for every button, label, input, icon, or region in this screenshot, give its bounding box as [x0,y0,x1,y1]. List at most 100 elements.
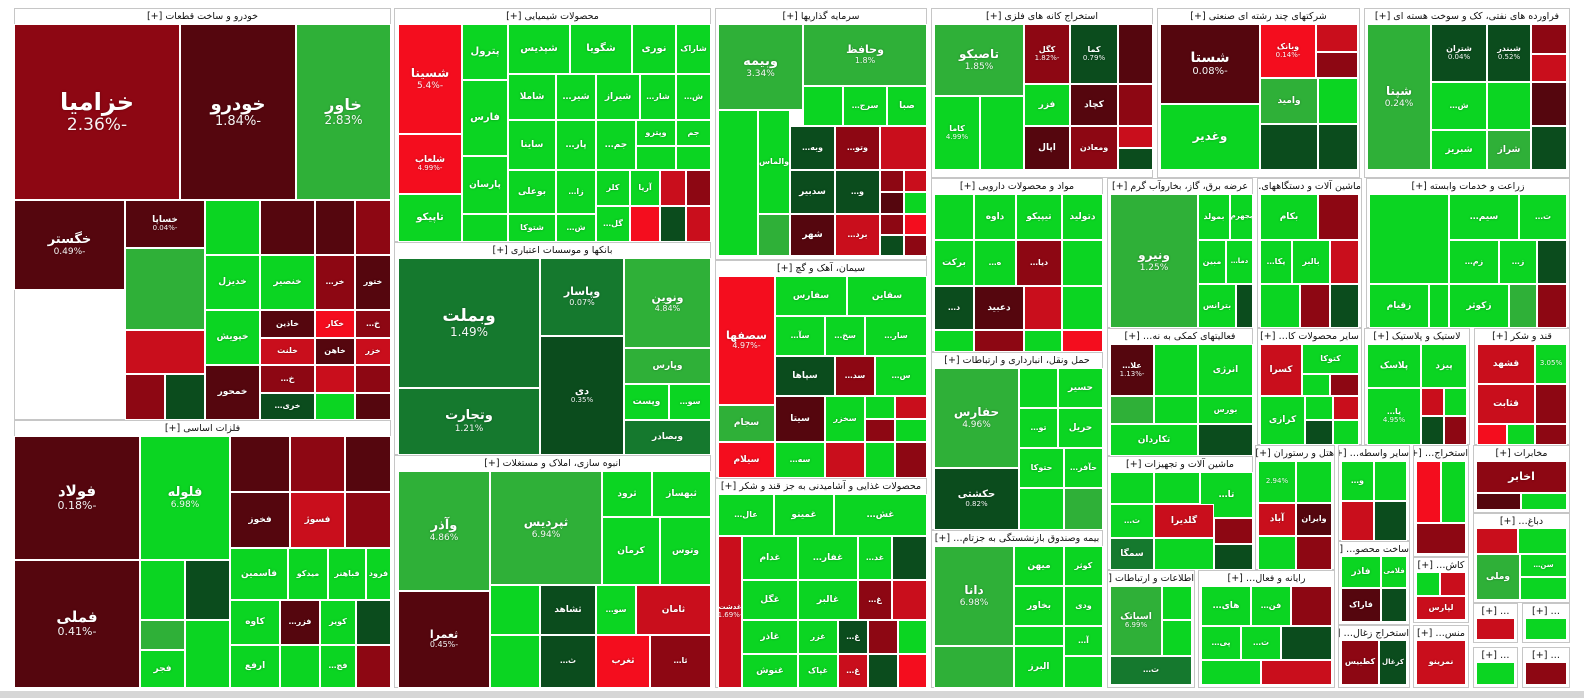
treemap-tile[interactable]: کگل -1.82% [1024,24,1070,84]
treemap-tile[interactable]: زکوثر [1449,284,1509,328]
treemap-tile-small[interactable] [1261,660,1332,685]
treemap-tile[interactable]: دتولید [1062,194,1103,240]
treemap-tile[interactable]: غد… [858,536,892,580]
treemap-tile[interactable]: صبا [887,86,927,126]
treemap-tile-small[interactable] [880,170,904,192]
treemap-tile-small[interactable] [898,620,927,654]
treemap-tile-small[interactable] [205,200,260,255]
treemap-tile-small[interactable] [1064,656,1103,688]
treemap-tile[interactable]: تاپیکو [398,194,462,242]
treemap-tile[interactable]: اپال [1024,126,1070,170]
treemap-tile[interactable]: بخاور [1014,586,1064,626]
treemap-tile[interactable]: غمینو [774,494,834,536]
treemap-tile[interactable]: بورس [1198,396,1253,424]
treemap-tile[interactable]: گلدیرا [1154,504,1214,538]
treemap-tile-small[interactable] [1381,588,1407,622]
sector-header[interactable]: … [+] [1523,604,1569,620]
treemap-tile[interactable]: تیپیکو [1016,194,1062,240]
treemap-tile[interactable]: ثا… [650,635,711,688]
treemap-tile[interactable]: شراز [1487,130,1531,170]
sector-header[interactable]: سیمان، آهک و گچ [+] [716,261,926,277]
treemap-tile-small[interactable] [1305,420,1333,445]
treemap-tile-small[interactable] [1260,284,1300,328]
treemap-tile-small[interactable] [718,110,758,256]
treemap-tile-small[interactable] [1296,461,1332,503]
treemap-tile-small[interactable] [904,192,927,214]
treemap-tile[interactable]: ثبهساز [652,471,711,517]
treemap-tile[interactable]: ثغرب [596,635,650,688]
sector-header[interactable]: کاش… [+] [1414,558,1468,574]
sector-header[interactable]: … [+] [1474,648,1517,664]
treemap-tile[interactable]: ثامان [636,585,711,635]
treemap-tile[interactable]: سه… [775,442,825,478]
treemap-tile[interactable]: شیراز [596,74,640,120]
treemap-tile[interactable]: ش… [676,74,711,120]
treemap-tile-small[interactable] [686,206,711,242]
treemap-tile-small[interactable] [868,654,898,688]
treemap-tile[interactable]: نوری [632,24,676,74]
sector-header[interactable]: دباغ… [+] [1474,514,1569,530]
treemap-tile[interactable]: سصفها -4.97% [718,276,775,405]
treemap-tile[interactable]: برکت [934,240,974,286]
treemap-tile[interactable]: شگویا [570,24,632,74]
treemap-tile[interactable]: کزغال [1379,640,1407,685]
treemap-tile-small[interactable] [1316,24,1358,52]
treemap-tile[interactable]: ز… [1499,240,1537,284]
sector-header[interactable]: مواد و محصولات دارویی [+] [932,179,1102,195]
treemap-tile[interactable]: شپدیس [508,24,570,74]
treemap-tile-small[interactable] [1476,528,1518,554]
treemap-tile-small[interactable] [355,200,391,255]
treemap-tile[interactable]: حفارس 4.96% [934,368,1019,468]
treemap-tile[interactable]: خ… [355,310,391,338]
treemap-tile-small[interactable] [1374,461,1407,501]
treemap-tile[interactable]: میدکو [288,548,328,600]
horizontal-scrollbar[interactable] [0,691,1584,698]
treemap-tile[interactable]: آ… [1064,626,1103,656]
treemap-tile-small[interactable] [1318,78,1358,124]
treemap-tile[interactable]: سقاین [847,276,927,316]
treemap-tile[interactable]: سجام [718,405,775,442]
treemap-tile-small[interactable] [462,214,508,242]
treemap-tile-small[interactable] [1369,194,1449,284]
treemap-tile[interactable]: فلامی [1381,556,1407,588]
treemap-tile[interactable]: شاراک [676,24,711,74]
treemap-tile-small[interactable] [934,330,974,352]
treemap-tile[interactable]: وتجارت 1.21% [398,388,540,455]
treemap-tile-small[interactable] [865,419,895,442]
treemap-tile-small[interactable] [636,146,676,170]
treemap-tile[interactable]: تاصیکو 1.85% [934,24,1024,96]
treemap-tile[interactable]: زقیام [1369,284,1429,328]
treemap-tile[interactable]: سیتا [775,396,825,442]
treemap-tile[interactable]: خدیزل [205,255,260,310]
treemap-tile[interactable]: کسرا [1260,344,1302,396]
treemap-tile-small[interactable] [1316,52,1358,78]
treemap-tile-small[interactable] [1477,424,1507,445]
treemap-tile-small[interactable] [880,126,927,170]
sector-header[interactable]: محصولات غذایی و آشامیدنی به جز قند و شکر… [716,479,926,495]
sector-header[interactable]: سایر محصولات کا… [+] [1258,329,1361,345]
treemap-tile[interactable]: جم [676,120,711,146]
treemap-tile-small[interactable] [355,365,391,393]
treemap-tile[interactable]: سدبیر [790,170,835,214]
treemap-tile[interactable]: البرز [1014,646,1064,688]
treemap-tile[interactable]: فاذر [1341,556,1381,588]
treemap-tile-small[interactable] [676,146,711,170]
treemap-tile-small[interactable] [934,646,1014,688]
treemap-tile-small[interactable] [185,560,230,620]
sector-header[interactable]: شرکتهای چند رشته ای صنعتی [+] [1158,9,1359,25]
treemap-tile[interactable]: کتوکا [1302,344,1359,374]
treemap-tile[interactable]: بوعلی [508,170,556,214]
treemap-tile[interactable]: دعبید [974,286,1024,330]
treemap-tile-small[interactable] [1531,126,1567,170]
treemap-tile[interactable]: تو… [1019,408,1058,448]
treemap-tile[interactable]: سو… [669,384,711,420]
treemap-tile[interactable]: های… [1201,586,1251,626]
sector-header[interactable]: رایانه و فعال… [+] [1199,571,1334,587]
treemap-tile-small[interactable] [880,214,904,235]
treemap-tile[interactable]: ش… [556,214,596,242]
treemap-tile[interactable]: فرود [366,548,391,600]
treemap-tile-small[interactable] [165,374,205,420]
treemap-tile[interactable]: ت… [1241,626,1281,660]
treemap-tile-small[interactable] [892,580,927,620]
treemap-tile[interactable]: سیلام [718,442,775,478]
